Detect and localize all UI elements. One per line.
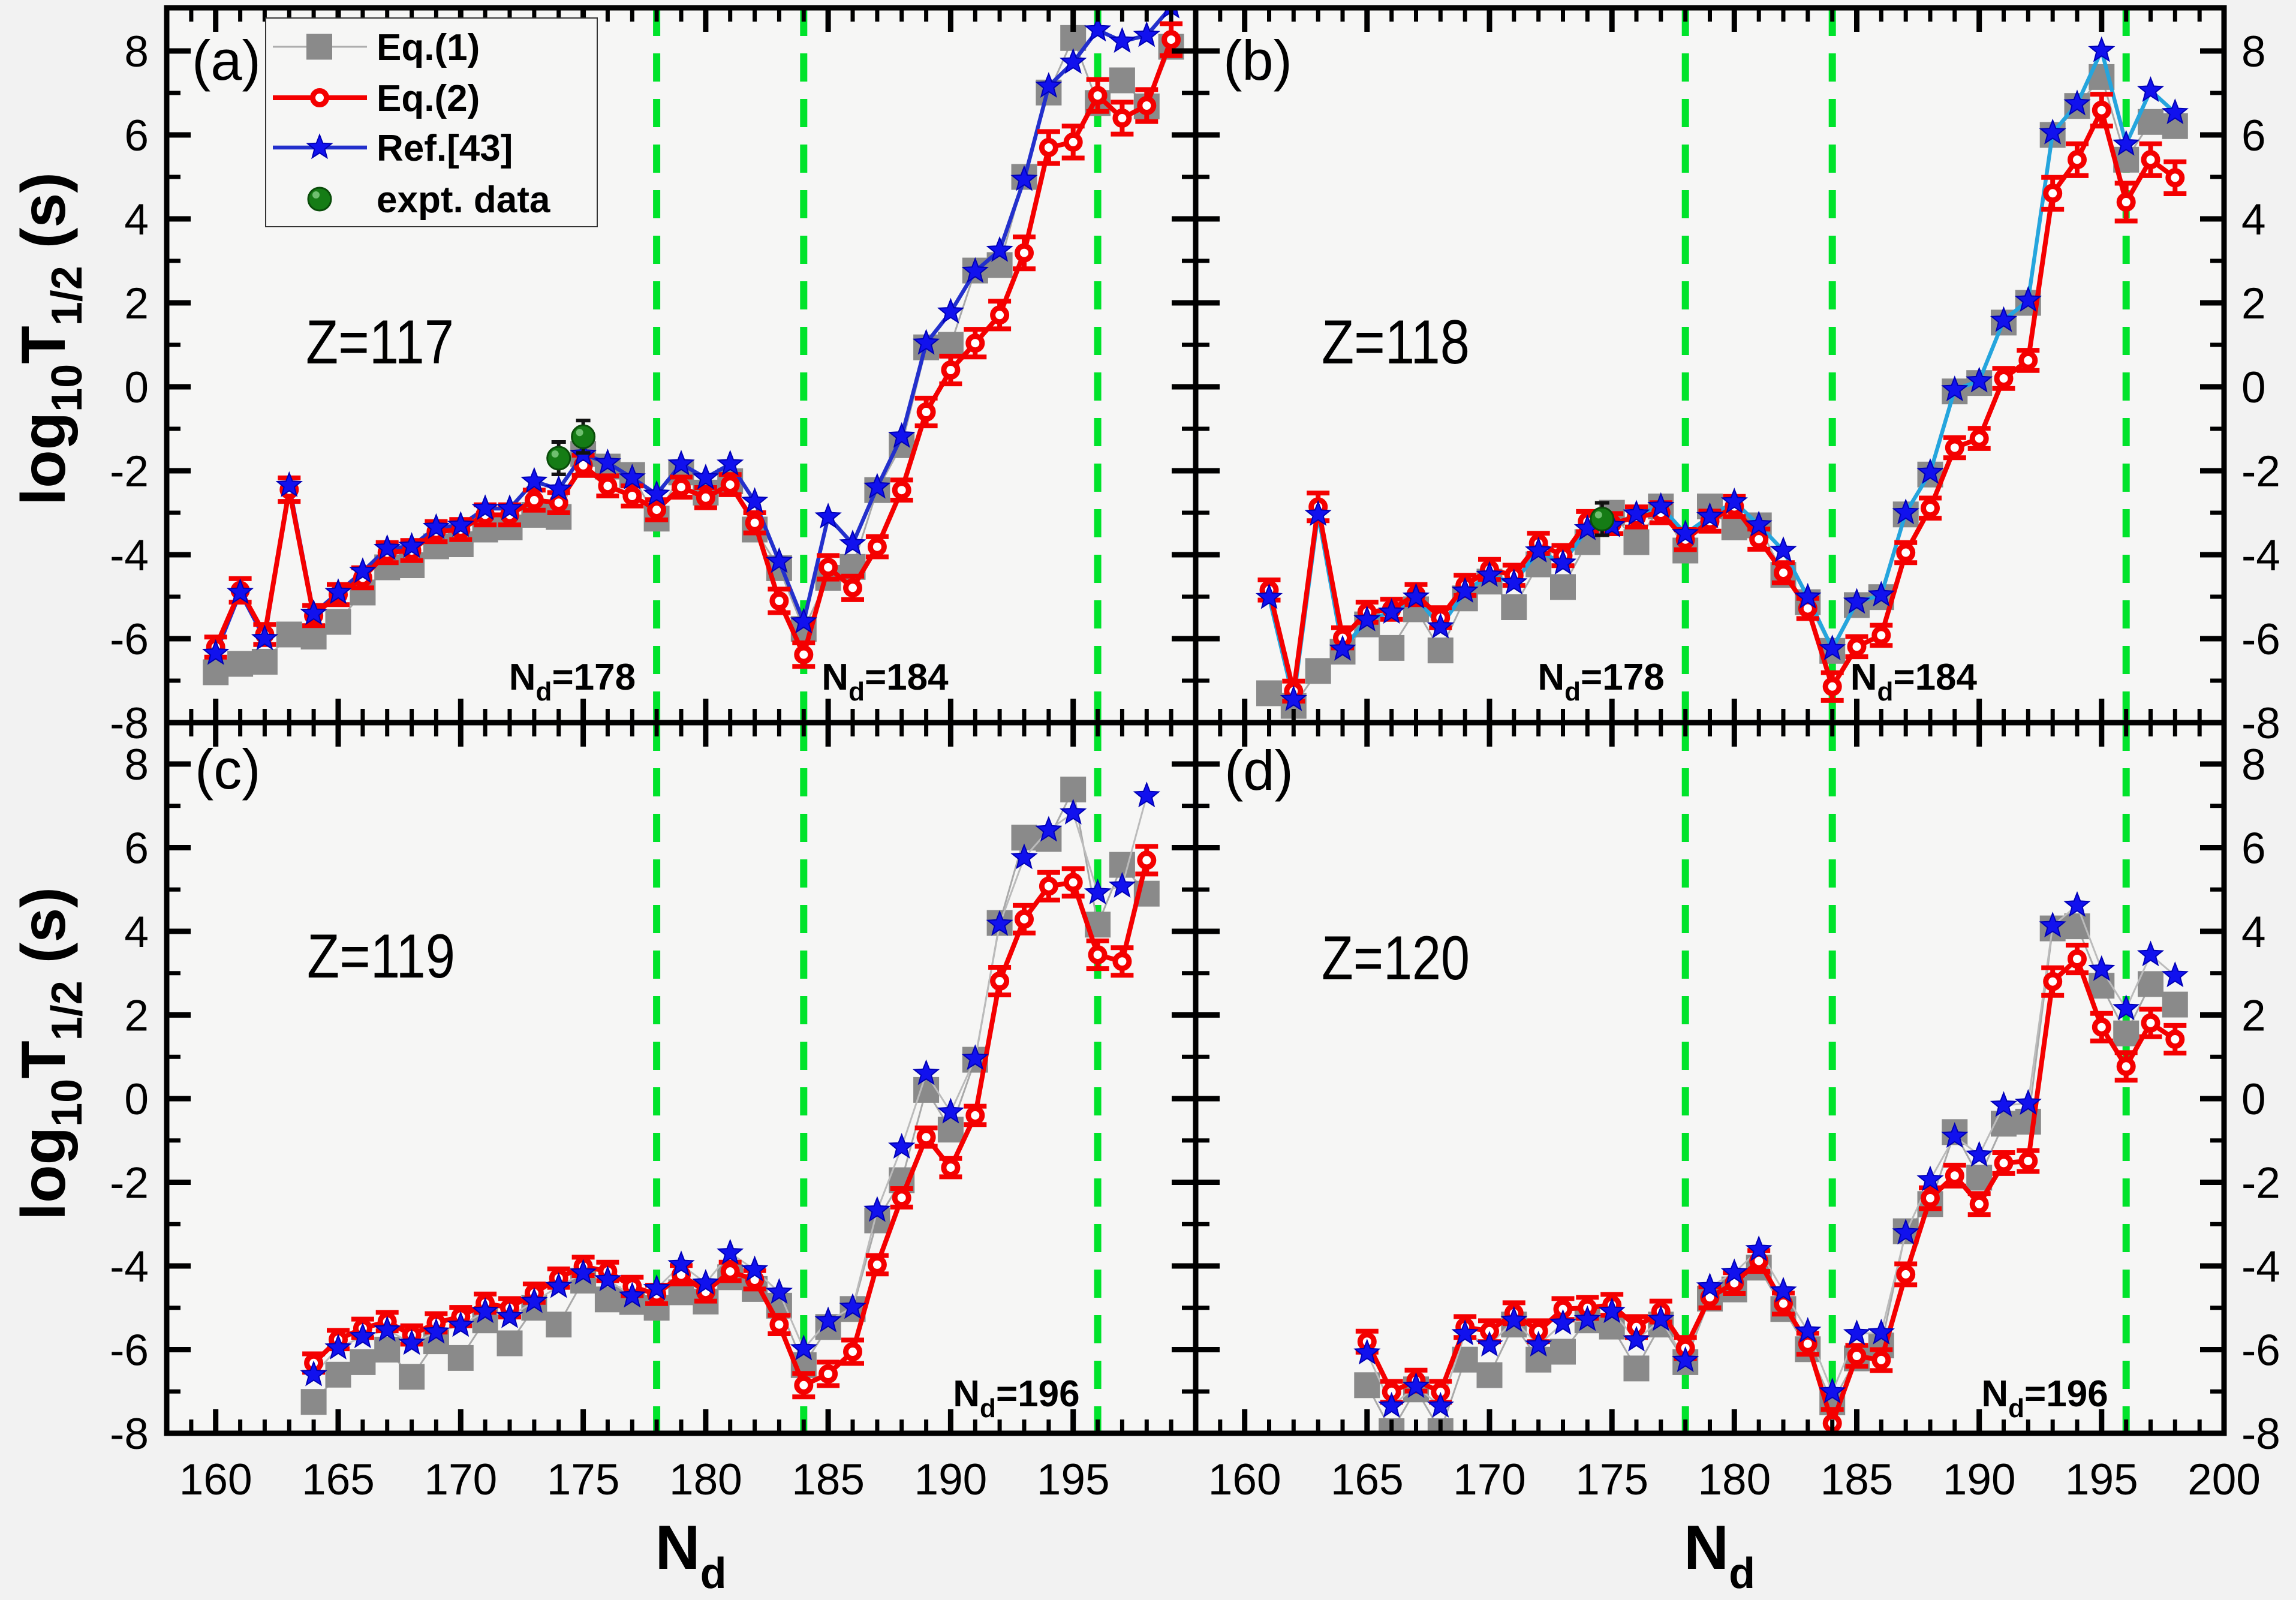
svg-text:185: 185 [1820,1455,1894,1504]
svg-text:Ref.[43]: Ref.[43] [377,128,513,169]
svg-text:195: 195 [2065,1455,2138,1504]
svg-text:log10T1/2 (s): log10T1/2 (s) [9,172,91,506]
svg-text:2: 2 [2241,992,2266,1040]
svg-text:(a): (a) [192,29,261,92]
svg-text:-4: -4 [2241,1243,2280,1291]
svg-text:0: 0 [124,1075,149,1124]
svg-text:Z=119: Z=119 [307,922,455,991]
svg-text:185: 185 [792,1455,865,1504]
svg-text:165: 165 [302,1455,375,1504]
svg-text:175: 175 [547,1455,620,1504]
svg-text:160: 160 [1208,1455,1281,1504]
svg-text:-6: -6 [110,615,149,664]
svg-text:160: 160 [179,1455,252,1504]
svg-text:(d): (d) [1224,739,1293,802]
svg-text:190: 190 [914,1455,987,1504]
svg-text:180: 180 [669,1455,742,1504]
svg-text:-4: -4 [2241,531,2280,580]
svg-text:0: 0 [2241,363,2266,412]
svg-text:190: 190 [1943,1455,2016,1504]
svg-text:6: 6 [124,825,149,873]
svg-text:Eq.(1): Eq.(1) [377,27,480,68]
svg-text:-6: -6 [2241,1327,2280,1375]
svg-text:2: 2 [2241,279,2266,328]
svg-text:4: 4 [2241,196,2266,244]
svg-text:-2: -2 [110,1159,149,1208]
svg-text:(b): (b) [1223,29,1292,92]
svg-text:2: 2 [124,992,149,1040]
svg-text:0: 0 [124,363,149,412]
svg-text:200: 200 [2187,1455,2261,1504]
svg-text:-4: -4 [110,531,149,580]
svg-text:165: 165 [1331,1455,1404,1504]
svg-text:195: 195 [1037,1455,1110,1504]
svg-text:-8: -8 [110,1410,149,1458]
svg-text:180: 180 [1698,1455,1771,1504]
svg-text:2: 2 [124,279,149,328]
svg-text:-2: -2 [2241,447,2280,496]
svg-text:Nd=184: Nd=184 [821,657,949,706]
svg-text:Z=120: Z=120 [1322,924,1470,993]
svg-text:8: 8 [2241,28,2266,76]
svg-text:Z=117: Z=117 [306,308,454,377]
svg-text:-4: -4 [110,1243,149,1291]
svg-text:4: 4 [2241,908,2266,957]
svg-text:(c): (c) [195,738,261,801]
svg-text:8: 8 [124,741,149,789]
svg-text:6: 6 [2241,112,2266,160]
svg-text:Z=118: Z=118 [1322,308,1470,377]
svg-text:-8: -8 [110,699,149,748]
svg-text:4: 4 [124,908,149,957]
svg-text:-8: -8 [2241,1410,2280,1458]
svg-text:6: 6 [2241,825,2266,873]
svg-text:8: 8 [124,28,149,76]
svg-text:-6: -6 [110,1327,149,1375]
svg-text:expt. data: expt. data [377,179,550,221]
svg-text:Nd=196: Nd=196 [953,1373,1079,1423]
svg-text:175: 175 [1575,1455,1648,1504]
svg-text:-8: -8 [2241,699,2280,748]
svg-text:log10T1/2 (s): log10T1/2 (s) [9,887,91,1220]
svg-text:4: 4 [124,196,149,244]
svg-text:0: 0 [2241,1075,2266,1124]
svg-text:-2: -2 [2241,1159,2280,1208]
svg-text:170: 170 [424,1455,497,1504]
svg-text:-2: -2 [110,447,149,496]
svg-text:170: 170 [1453,1455,1526,1504]
svg-text:6: 6 [124,112,149,160]
svg-text:8: 8 [2241,741,2266,789]
svg-text:-6: -6 [2241,615,2280,664]
svg-text:Eq.(2): Eq.(2) [377,78,480,119]
